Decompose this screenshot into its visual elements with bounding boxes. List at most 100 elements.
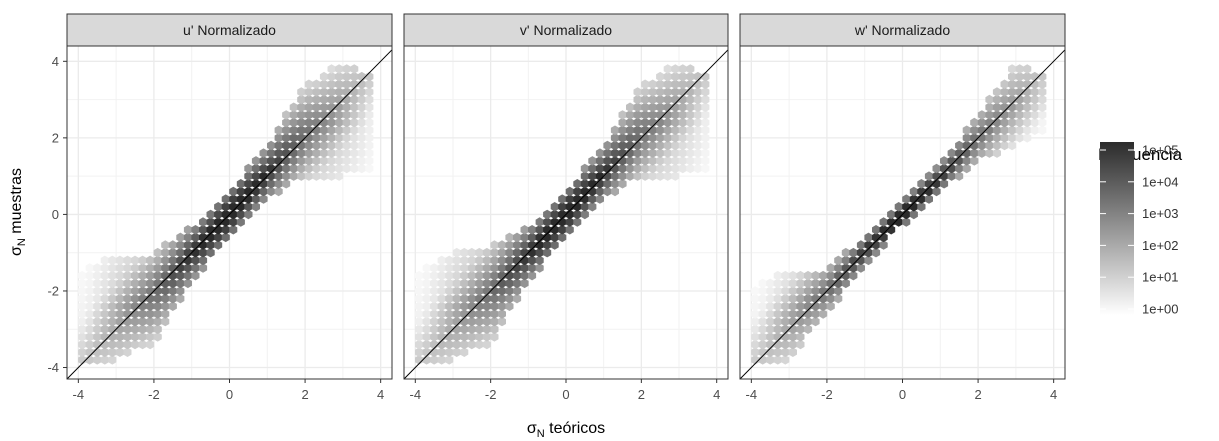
hexbin-cell	[304, 87, 313, 97]
hexbin-cell	[93, 316, 102, 327]
hexbin-cell	[671, 163, 680, 174]
hexbin-cell	[947, 148, 956, 158]
hexbin-cell	[153, 316, 162, 327]
hexbin-cell	[467, 255, 476, 266]
hexbin-cell	[701, 163, 710, 174]
hexbin-cell	[191, 232, 200, 243]
hexbin-cell	[751, 316, 760, 327]
hexbin-cell	[342, 79, 351, 89]
hexbin-cell	[1038, 87, 1047, 97]
hexbin-cell	[505, 286, 514, 296]
hexbin-cell	[626, 110, 635, 120]
hexbin-cell	[437, 316, 446, 327]
hexbin-cell	[304, 117, 313, 128]
hexbin-cell	[686, 163, 695, 174]
hexbin-cell	[758, 286, 767, 296]
hexbin-cell	[335, 64, 344, 74]
hexbin-cell	[826, 263, 835, 273]
hexbin-cell	[452, 270, 461, 281]
hexbin-cell	[350, 94, 359, 105]
hexbin-cell	[183, 232, 192, 243]
hexbin-cell	[678, 110, 687, 120]
hexbin-cell	[992, 140, 1001, 151]
hexbin-cell	[100, 316, 109, 327]
hexbin-cell	[357, 87, 366, 97]
hexbin-cell	[475, 286, 484, 296]
hexbin-cell	[467, 316, 476, 327]
hexbin-cell	[513, 270, 522, 281]
y-axis-ticks: -4 -2 0 2 4	[47, 54, 67, 375]
hexbin-cell	[543, 240, 552, 250]
hexbin-cell	[422, 301, 431, 311]
hexbin-cell	[834, 255, 843, 266]
hexbin-cell	[864, 232, 873, 243]
hexbin-cell	[693, 110, 702, 120]
hexbin-cell	[751, 339, 760, 350]
x-tick-label: 4	[377, 387, 384, 402]
hexbin-cell	[422, 316, 431, 327]
hexbin-cell	[289, 102, 298, 112]
hexbin-cell	[766, 293, 775, 304]
hexbin-cell	[350, 102, 359, 112]
hexbin-cell	[342, 117, 351, 128]
hexbin-cell	[199, 263, 208, 273]
hexbin-cell	[656, 125, 665, 135]
hexbin-cell	[678, 140, 687, 151]
hexbin-cell	[648, 102, 657, 112]
hexbin-cell	[93, 293, 102, 304]
hexbin-cell	[467, 263, 476, 273]
hexbin-cell	[648, 79, 657, 89]
hexbin-cell	[327, 148, 336, 158]
y-tick-label: -2	[47, 283, 59, 298]
hexbin-cell	[168, 255, 177, 266]
hexbin-cell	[312, 148, 321, 158]
hexbin-cell	[751, 301, 760, 311]
hexbin-cell	[365, 156, 374, 166]
hexbin-cell	[304, 156, 313, 166]
hexbin-cell	[671, 171, 680, 181]
hexbin-cell	[535, 225, 544, 235]
hexbin-cell	[452, 278, 461, 289]
hexbin-cell	[357, 102, 366, 112]
hexbin-cell	[811, 286, 820, 296]
hexbin-cell	[312, 140, 321, 151]
hexbin-cell	[335, 125, 344, 135]
hexbin-cell	[841, 247, 850, 258]
hexbin-cell	[1030, 125, 1039, 135]
hexbin-cell	[573, 186, 582, 197]
hexbin-cell	[335, 133, 344, 143]
hexbin-cell	[437, 263, 446, 273]
hexbin-cell	[422, 286, 431, 296]
hexbin-cell	[932, 163, 941, 174]
hexbin-cell	[992, 125, 1001, 135]
hexbin-cell	[327, 171, 336, 181]
hexbin-cell	[595, 148, 604, 158]
hexbin-cell	[123, 293, 132, 304]
hexbin-cell	[168, 240, 177, 250]
hexbin-cell	[678, 125, 687, 135]
hexbin-cell	[153, 301, 162, 311]
hexbin-cell	[482, 309, 491, 319]
hexbin-cell	[758, 301, 767, 311]
hexbin-cell	[146, 339, 155, 350]
hexbin-cell	[304, 110, 313, 120]
x-tick-label: 2	[301, 387, 308, 402]
hexbin-cell	[766, 332, 775, 342]
hexbin-cell	[826, 301, 835, 311]
hexbin-cell	[153, 324, 162, 334]
hexbin-cell	[153, 255, 162, 266]
hexbin-cell	[460, 293, 469, 304]
hexbin-cell	[482, 278, 491, 289]
hexbin-cell	[123, 339, 132, 350]
hexbin-cell	[626, 163, 635, 174]
hexbin-cell	[977, 148, 986, 158]
hexbin-cell	[955, 171, 964, 181]
hexbin-cell	[1015, 110, 1024, 120]
hexbin-cell	[663, 156, 672, 166]
hexbin-cell	[819, 301, 828, 311]
hexbin-cell	[327, 87, 336, 97]
hexbin-cell	[319, 140, 328, 151]
hexbin-cell	[603, 148, 612, 158]
hexbin-cell	[788, 301, 797, 311]
hexbin-cell	[663, 87, 672, 97]
